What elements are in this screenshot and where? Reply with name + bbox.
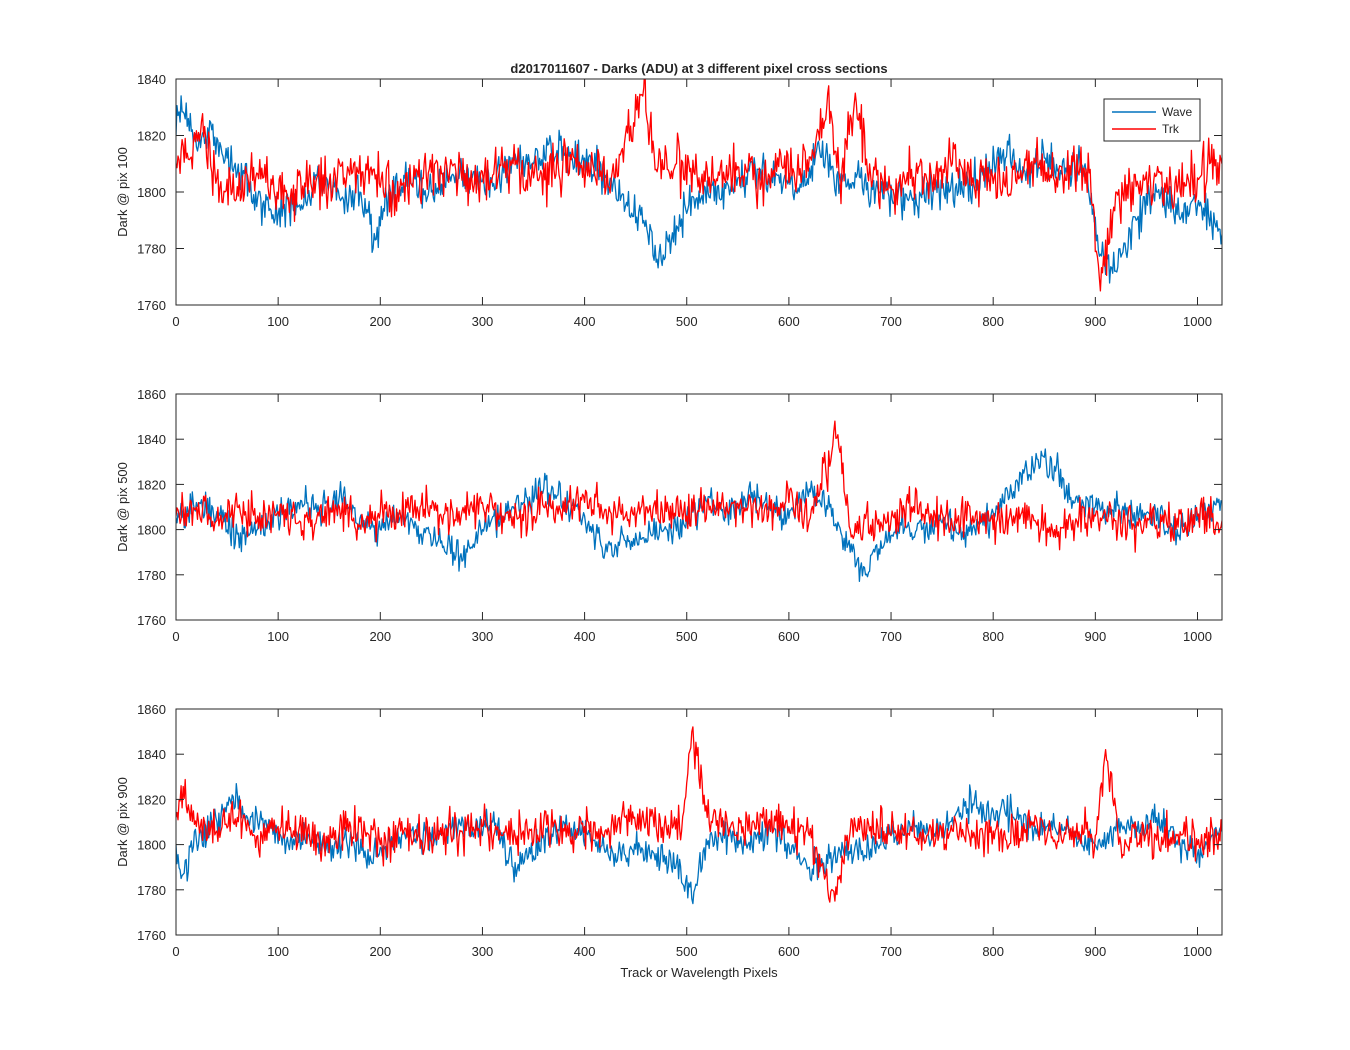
y-tick-label: 1820 [137, 792, 166, 807]
x-tick-label: 200 [369, 314, 391, 329]
panel-1: 0 100 200 300 400 500 600 700 800 900 1000 1760 1780… [115, 72, 1223, 329]
series-line-wave [176, 95, 1222, 284]
y-tick-label: 1840 [137, 72, 166, 87]
panel-3: 0 100 200 300 400 500 600 700 800 900 1000 1760 1780… [115, 702, 1223, 959]
y-tick-label: 1760 [137, 298, 166, 313]
x-tick-label: 800 [982, 629, 1004, 644]
y-tick-label: 1780 [137, 568, 166, 583]
x-tick-label: 800 [982, 314, 1004, 329]
x-tick-label: 1000 [1183, 314, 1212, 329]
series-line-trk [176, 79, 1222, 292]
x-tick-label: 0 [172, 314, 179, 329]
x-tick-label: 500 [676, 629, 698, 644]
x-tick-label: 300 [472, 944, 494, 959]
y-axis-label: Dark @ pix 500 [115, 462, 130, 552]
x-tick-label: 300 [472, 629, 494, 644]
x-tick-label: 300 [472, 314, 494, 329]
x-tick-label: 900 [1084, 314, 1106, 329]
x-tick-label: 100 [267, 944, 289, 959]
x-tick-label: 1000 [1183, 944, 1212, 959]
series-group [176, 79, 1222, 292]
x-tick-label: 800 [982, 944, 1004, 959]
plot-area [176, 709, 1222, 935]
x-tick-label: 1000 [1183, 629, 1212, 644]
x-tick-label: 600 [778, 944, 800, 959]
x-tick-label: 400 [574, 314, 596, 329]
x-tick-label: 700 [880, 314, 902, 329]
y-tick-label: 1760 [137, 613, 166, 628]
y-tick-label: 1840 [137, 747, 166, 762]
y-tick-label: 1840 [137, 432, 166, 447]
x-tick-label: 900 [1084, 629, 1106, 644]
y-tick-label: 1820 [137, 477, 166, 492]
series-line-wave [176, 448, 1222, 582]
axes-frame [175, 393, 1223, 621]
legend-box [1103, 98, 1201, 142]
x-tick-label: 100 [267, 629, 289, 644]
y-tick-label: 1860 [137, 387, 166, 402]
series-group [176, 420, 1222, 582]
y-tick-label: 1820 [137, 129, 166, 144]
series-group [176, 726, 1222, 905]
legend: Wave Trk [1103, 98, 1201, 142]
x-tick-label: 0 [172, 629, 179, 644]
legend-label-trk: Trk [1162, 122, 1180, 136]
y-tick-label: 1800 [137, 185, 166, 200]
x-tick-label: 500 [676, 314, 698, 329]
x-tick-label: 700 [880, 629, 902, 644]
x-tick-label: 0 [172, 944, 179, 959]
x-tick-label: 700 [880, 944, 902, 959]
x-tick-label: 100 [267, 314, 289, 329]
x-tick-label: 200 [369, 629, 391, 644]
x-tick-label: 900 [1084, 944, 1106, 959]
y-tick-label: 1860 [137, 702, 166, 717]
x-tick-label: 400 [574, 944, 596, 959]
x-tick-label: 200 [369, 944, 391, 959]
y-tick-label: 1780 [137, 883, 166, 898]
y-axis-label: Dark @ pix 900 [115, 777, 130, 867]
y-tick-label: 1800 [137, 523, 166, 538]
y-axis-label: Dark @ pix 100 [115, 147, 130, 237]
y-tick-label: 1780 [137, 242, 166, 257]
series-line-trk [176, 726, 1222, 903]
y-tick-label: 1760 [137, 928, 166, 943]
series-line-wave [176, 783, 1222, 905]
x-tick-label: 600 [778, 629, 800, 644]
x-tick-label: 500 [676, 944, 698, 959]
axes-frame [175, 708, 1223, 936]
series-line-trk [176, 420, 1222, 553]
x-tick-label: 600 [778, 314, 800, 329]
y-tick-label: 1800 [137, 838, 166, 853]
panel-2: 0 100 200 300 400 500 600 700 800 900 1000 1760 1780… [115, 387, 1223, 644]
x-axis-label: Track or Wavelength Pixels [620, 965, 778, 980]
panels: 0 100 200 300 400 500 600 700 800 900 100017601780… [115, 72, 1223, 959]
figure-title: d2017011607 - Darks (ADU) at 3 different… [510, 61, 887, 76]
x-tick-label: 400 [574, 629, 596, 644]
legend-label-wave: Wave [1162, 105, 1193, 119]
